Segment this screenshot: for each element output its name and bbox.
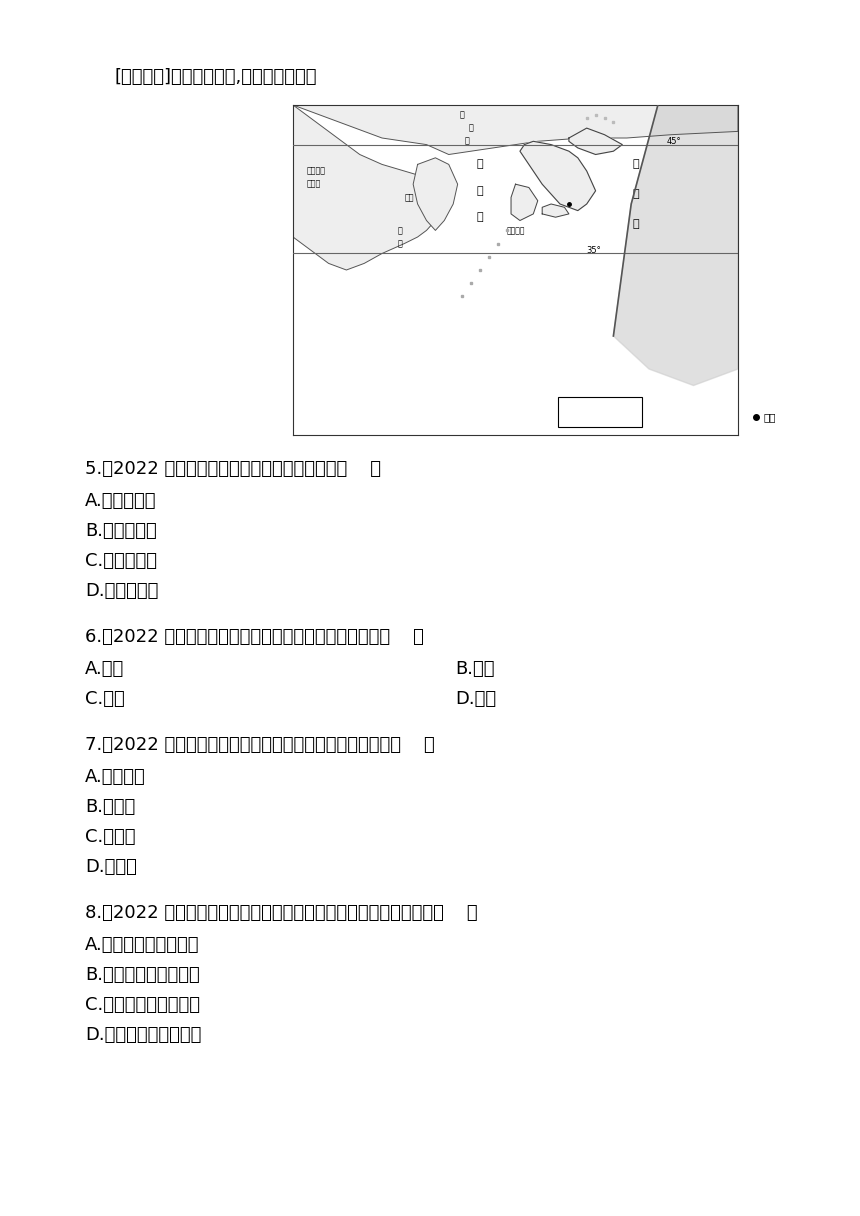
Text: [区域认知]读日本示意图,完成下面小题。: [区域认知]读日本示意图,完成下面小题。 [115, 68, 317, 86]
Text: A.平原、山地: A.平原、山地 [85, 492, 157, 510]
Text: 35°: 35° [587, 246, 601, 254]
Text: C.四国岛: C.四国岛 [85, 828, 136, 846]
Polygon shape [613, 105, 738, 385]
Polygon shape [511, 184, 538, 220]
Text: 琉球群岛: 琉球群岛 [591, 407, 609, 416]
Polygon shape [542, 204, 569, 218]
Text: D.盆地、平原: D.盆地、平原 [85, 582, 158, 599]
Polygon shape [293, 105, 738, 154]
Text: 中华人民: 中华人民 [306, 167, 325, 175]
Polygon shape [569, 128, 623, 154]
Text: A.印度: A.印度 [85, 660, 124, 679]
FancyBboxPatch shape [558, 398, 642, 427]
Text: 首都: 首都 [764, 412, 777, 422]
Text: A.河流众多，源远流长: A.河流众多，源远流长 [85, 936, 200, 955]
Text: 国: 国 [397, 240, 402, 248]
Text: 太: 太 [632, 159, 639, 169]
Polygon shape [520, 141, 596, 210]
Text: B.泰国: B.泰国 [455, 660, 494, 679]
Text: 俄: 俄 [460, 111, 464, 119]
Text: 韩: 韩 [397, 226, 402, 235]
Text: C.韩国: C.韩国 [85, 689, 125, 708]
Text: 洋: 洋 [632, 219, 639, 229]
Text: D.九州岛: D.九州岛 [85, 858, 137, 876]
Text: 罗: 罗 [469, 124, 473, 133]
Polygon shape [413, 158, 458, 230]
Text: 朝鲜: 朝鲜 [404, 193, 414, 202]
Text: C.高原、盆地: C.高原、盆地 [85, 552, 157, 570]
Text: B.纬度较高，终年寒冷: B.纬度较高，终年寒冷 [85, 966, 200, 984]
Text: 海: 海 [476, 213, 483, 223]
Text: 本: 本 [476, 186, 483, 196]
Text: 45°: 45° [666, 137, 681, 146]
Text: B.山地、丘陵: B.山地、丘陵 [85, 522, 157, 540]
Text: A.北海道岛: A.北海道岛 [85, 769, 145, 786]
Text: 7.（2022 福建漳州期末）日本四大岛屿中，纬度最高的是（    ）: 7.（2022 福建漳州期末）日本四大岛屿中，纬度最高的是（ ） [85, 736, 435, 754]
Text: 6.（2022 福建漳州期末）下列国家与日本隔海相望的是（    ）: 6.（2022 福建漳州期末）下列国家与日本隔海相望的是（ ） [85, 627, 424, 646]
Text: 瀬户内海: 瀬户内海 [507, 226, 525, 235]
Text: 5.（2022 福建漳州期末）日本主要地形类型是（    ）: 5.（2022 福建漳州期末）日本主要地形类型是（ ） [85, 460, 381, 478]
Text: 斯: 斯 [464, 137, 469, 146]
Text: 平: 平 [632, 190, 639, 199]
Text: 日: 日 [476, 159, 483, 169]
Text: D.法国: D.法国 [455, 689, 496, 708]
Text: C.太平洋东北部的岛国: C.太平洋东北部的岛国 [85, 996, 200, 1014]
Text: 8.（2022 福建漳州期末）下列有关日本地理环境的叙述，正确的是（    ）: 8.（2022 福建漳州期末）下列有关日本地理环境的叙述，正确的是（ ） [85, 903, 477, 922]
Text: 共和国: 共和国 [306, 180, 321, 188]
Polygon shape [293, 105, 449, 270]
Text: D.海岸线曲折，多良港: D.海岸线曲折，多良港 [85, 1026, 201, 1045]
Text: B.本州岛: B.本州岛 [85, 798, 135, 816]
